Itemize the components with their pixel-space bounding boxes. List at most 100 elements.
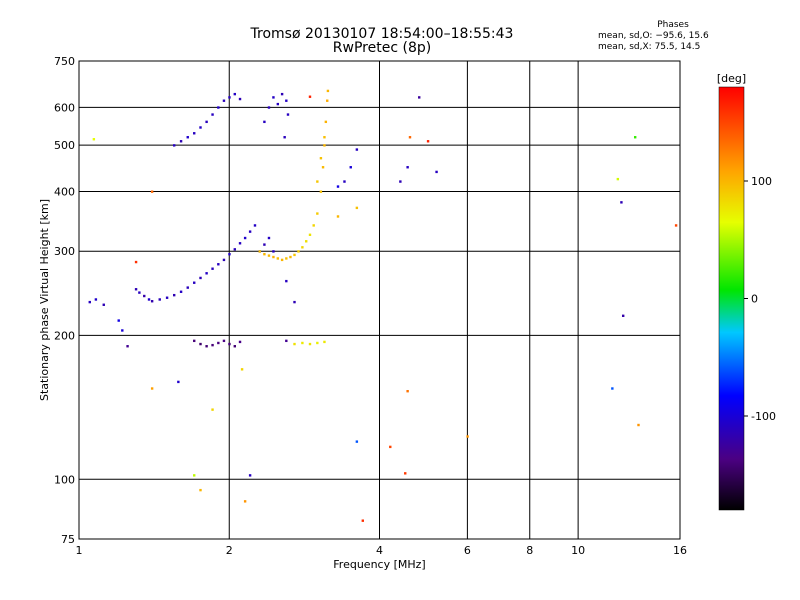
data-point — [193, 132, 196, 135]
data-point — [233, 345, 237, 348]
data-point — [150, 387, 154, 390]
data-point — [323, 340, 326, 344]
data-point — [316, 212, 319, 215]
data-point — [134, 260, 138, 264]
y-axis-label: Stationary phase Virtual Height [km] — [38, 199, 51, 401]
data-point — [248, 230, 252, 233]
data-point — [217, 106, 220, 109]
data-point — [199, 488, 202, 492]
data-point — [336, 185, 340, 188]
data-point — [158, 298, 161, 301]
data-point — [305, 240, 308, 243]
data-point — [435, 170, 438, 174]
data-point — [222, 339, 226, 343]
data-point — [319, 157, 323, 160]
y-tick-label: 500 — [54, 139, 75, 152]
data-point — [321, 166, 325, 169]
data-point — [258, 250, 261, 253]
data-point — [240, 368, 244, 371]
data-point — [285, 339, 288, 343]
data-point — [172, 293, 176, 297]
data-point — [248, 474, 252, 477]
data-point — [355, 440, 359, 443]
data-point — [205, 345, 208, 348]
data-point — [404, 472, 407, 475]
data-point — [267, 106, 271, 109]
x-axis-label: Frequency [MHz] — [333, 558, 425, 571]
data-point — [406, 389, 409, 393]
grid — [79, 61, 680, 539]
data-point — [674, 224, 678, 227]
data-point — [283, 136, 286, 139]
data-point — [134, 288, 138, 291]
data-point — [326, 89, 330, 93]
y-tick-label: 750 — [54, 55, 75, 68]
data-point — [211, 267, 214, 270]
data-point — [193, 281, 196, 284]
data-point — [211, 343, 214, 347]
data-point — [186, 136, 189, 139]
data-points — [88, 89, 678, 522]
data-point — [267, 236, 271, 240]
data-point — [92, 138, 96, 141]
data-point — [324, 120, 328, 124]
data-point — [616, 177, 620, 181]
x-tick-label: 16 — [673, 544, 687, 557]
colorbar-label: [deg] — [717, 72, 746, 85]
data-point — [238, 340, 242, 344]
data-point — [426, 140, 430, 143]
data-point — [285, 257, 288, 260]
data-point — [211, 113, 214, 116]
data-point — [319, 190, 323, 193]
data-point — [126, 345, 129, 348]
data-point — [466, 435, 469, 438]
colorbar-tick-label: -100 — [751, 410, 776, 423]
data-point — [326, 99, 329, 102]
data-point — [620, 201, 623, 204]
data-point — [316, 341, 319, 345]
data-point — [172, 144, 176, 147]
data-point — [293, 300, 296, 304]
data-point — [243, 500, 247, 503]
phase-stats: Phases mean, sd,O: −95.6, 15.6 mean, sd,… — [598, 20, 748, 53]
data-point — [308, 342, 312, 346]
x-tick-label: 2 — [226, 544, 233, 557]
phase-stats-x-mode: mean, sd,X: 75.5, 14.5 — [598, 42, 701, 52]
colorbar-tick-label: 0 — [751, 293, 758, 306]
data-point — [263, 243, 266, 246]
data-point — [228, 342, 231, 346]
data-point — [147, 298, 151, 301]
data-point — [205, 120, 208, 124]
data-point — [406, 166, 409, 169]
data-point — [238, 97, 242, 101]
data-point — [211, 408, 214, 411]
data-point — [289, 255, 292, 259]
data-point — [94, 298, 98, 301]
data-point — [418, 96, 421, 99]
data-point — [355, 148, 359, 151]
data-point — [143, 294, 146, 298]
y-tick-label: 300 — [54, 245, 75, 258]
data-point — [138, 291, 141, 294]
data-point — [276, 257, 280, 260]
data-point — [222, 258, 226, 262]
data-point — [179, 140, 183, 143]
data-point — [301, 246, 304, 249]
y-tick-label: 200 — [54, 329, 75, 342]
data-point — [233, 248, 237, 251]
data-point — [633, 136, 637, 139]
data-point — [280, 92, 284, 96]
data-point — [301, 341, 304, 345]
data-point — [297, 250, 300, 253]
data-point — [355, 206, 359, 210]
data-point — [308, 233, 312, 236]
data-point — [272, 96, 275, 99]
data-point — [280, 258, 284, 262]
axis-ticks: 1 2 4 6 8 10 16 75 100 200 300 400 500 600 750 — [54, 55, 687, 557]
data-point — [228, 96, 231, 99]
phase-stats-o-mode: mean, sd,O: −95.6, 15.6 — [598, 31, 709, 41]
data-point — [389, 445, 392, 449]
data-point — [399, 180, 402, 183]
data-point — [186, 286, 189, 289]
